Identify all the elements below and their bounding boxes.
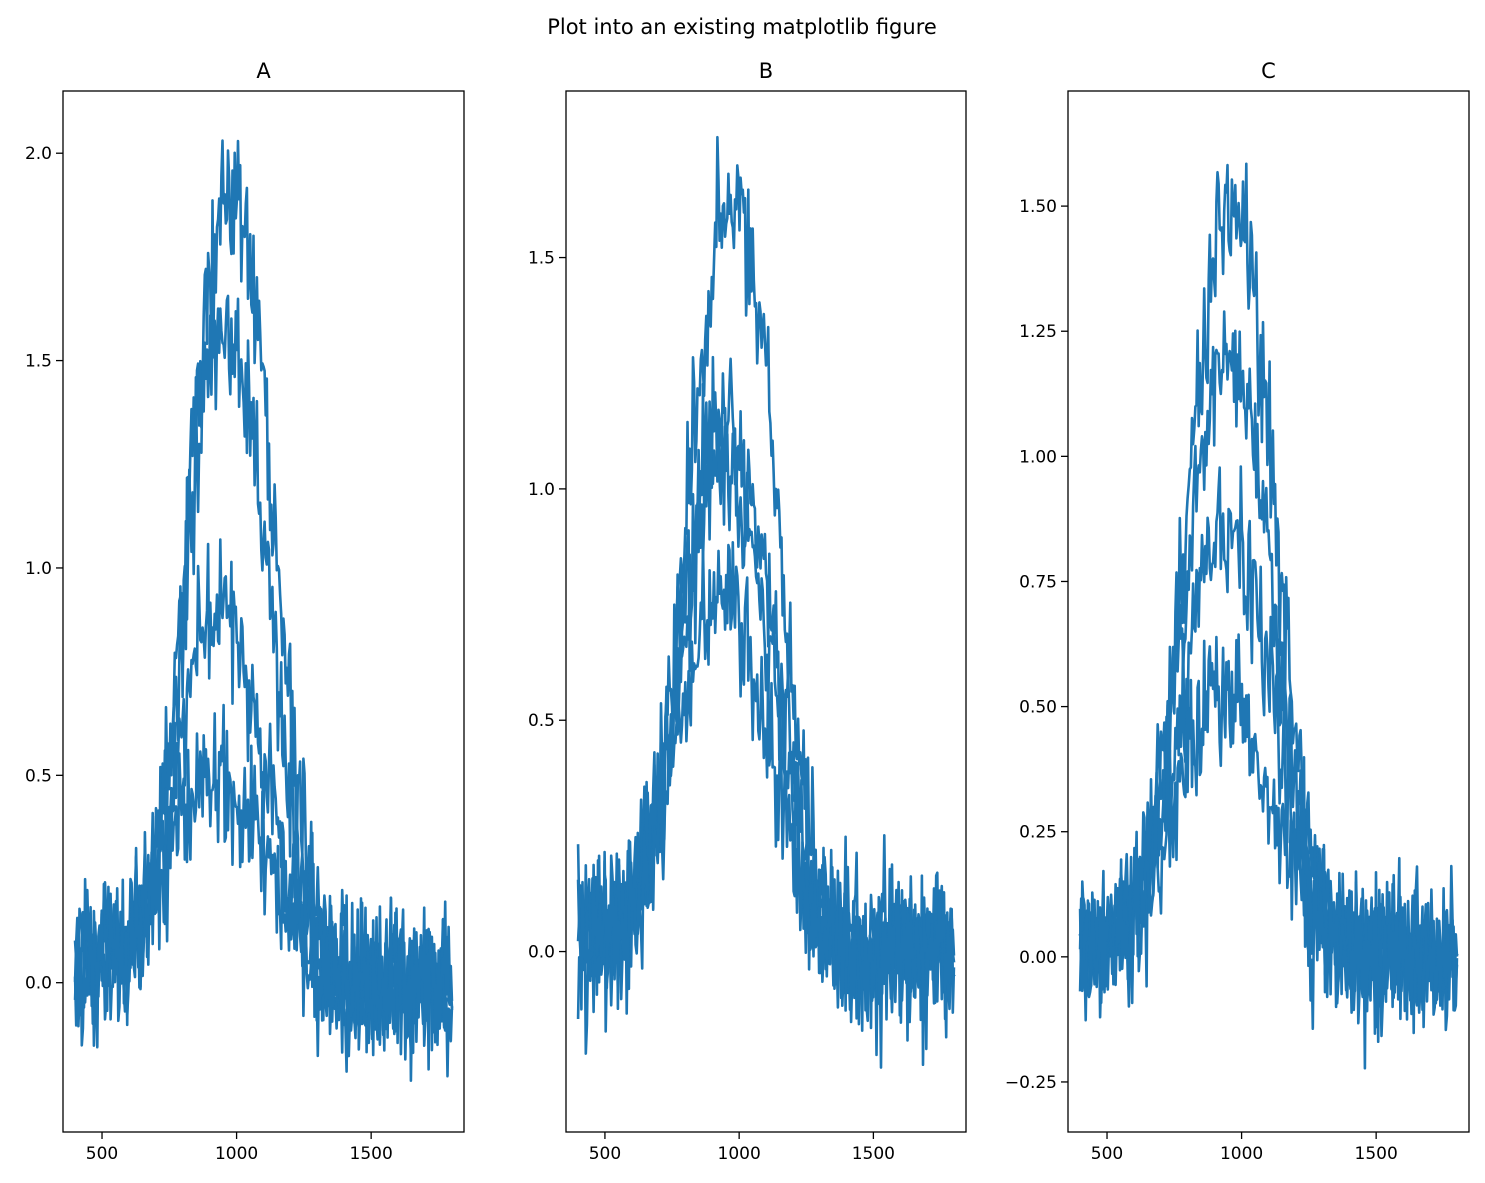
subplot-a-xtick-label: 1500 [350, 1144, 393, 1164]
subplot-b-xtick-label: 1000 [718, 1144, 761, 1164]
subplot-c-ytick-label: 0.00 [1019, 948, 1057, 968]
subplot-b-title: B [759, 59, 773, 83]
subplot-c-ytick-label: 1.50 [1019, 197, 1057, 217]
subplot-a-xtick-label: 500 [86, 1144, 118, 1164]
subplot-a-ytick-label: 0.5 [25, 766, 52, 786]
subplot-c-ytick-label: −0.25 [1005, 1073, 1057, 1093]
subplot-a-ytick-label: 1.5 [25, 352, 52, 372]
subplot-c-y-axis: −0.25 0.00 0.25 0.50 0.75 1.00 1.25 1.50 [1005, 197, 1068, 1093]
subplot-a-ytick-label: 2.0 [25, 144, 52, 164]
subplot-b-xtick-label: 500 [589, 1144, 621, 1164]
subplot-a-lines [73, 139, 454, 1082]
subplot-b-x-axis: 500 1000 1500 [589, 1132, 895, 1164]
subplot-c-series-4 [1078, 633, 1459, 1070]
subplot-a-y-axis: 0.0 0.5 1.0 1.5 2.0 [25, 144, 63, 994]
subplot-b-xtick-label: 1500 [852, 1144, 895, 1164]
subplot-b-ytick-label: 0.5 [528, 711, 555, 731]
subplot-c: C 500 1000 1500 −0.25 0.00 0.25 0.50 0.75 1.00 1… [1005, 59, 1470, 1164]
subplot-b-ytick-label: 1.5 [528, 249, 555, 269]
subplot-b-ytick-label: 0.0 [528, 943, 555, 963]
subplot-c-ytick-label: 1.25 [1019, 322, 1057, 342]
subplot-c-xtick-label: 500 [1091, 1144, 1123, 1164]
subplot-c-ytick-label: 0.75 [1019, 572, 1057, 592]
subplot-a-title: A [256, 59, 271, 83]
subplot-c-frame [1067, 90, 1470, 1133]
subplot-a-series-4 [73, 703, 454, 1071]
subplot-c-title: C [1261, 59, 1276, 83]
subplot-a-ytick-label: 0.0 [25, 974, 52, 994]
subplot-b: B 500 1000 1500 0.0 0.5 1.0 1.5 [528, 59, 967, 1164]
subplot-c-ytick-label: 0.50 [1019, 698, 1057, 718]
subplot-c-x-axis: 500 1000 1500 [1091, 1132, 1398, 1164]
subplot-b-frame [565, 90, 967, 1133]
subplot-a-ytick-label: 1.0 [25, 559, 52, 579]
subplot-b-y-axis: 0.0 0.5 1.0 1.5 [528, 249, 566, 963]
subplot-a-frame [62, 90, 465, 1133]
subplot-a-x-axis: 500 1000 1500 [86, 1132, 393, 1164]
figure-suptitle: Plot into an existing matplotlib figure [547, 15, 937, 39]
subplot-c-xtick-label: 1500 [1355, 1144, 1398, 1164]
subplot-c-ytick-label: 0.25 [1019, 823, 1057, 843]
subplot-c-ytick-label: 1.00 [1019, 447, 1057, 467]
subplot-a: A 500 1000 1500 0.0 0.5 1.0 1.5 2.0 [25, 59, 465, 1164]
subplot-a-xtick-label: 1000 [215, 1144, 258, 1164]
subplot-c-xtick-label: 1000 [1220, 1144, 1263, 1164]
subplot-b-lines [576, 135, 956, 1069]
subplot-c-lines [1078, 162, 1459, 1070]
subplot-b-ytick-label: 1.0 [528, 480, 555, 500]
subplot-b-series-4 [576, 540, 956, 1069]
subplot-b-series-3 [576, 419, 956, 1055]
